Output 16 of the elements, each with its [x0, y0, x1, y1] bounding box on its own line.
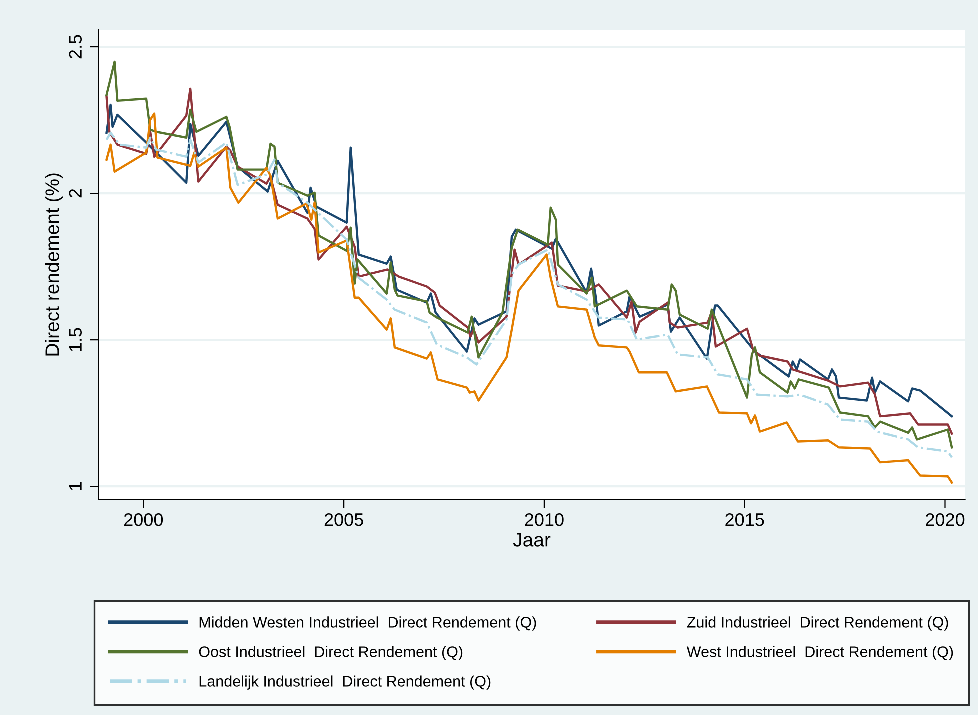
- x-tick-label: 2005: [324, 513, 364, 526]
- x-axis-title: Jaar: [513, 533, 551, 547]
- legend-label: Midden Westen Industrieel Direct Rendement (Q): [200, 616, 536, 631]
- x-tick-label: 2000: [124, 513, 164, 526]
- legend-label: Landelijk Industrieel Direct Rendement (Q): [200, 676, 491, 690]
- y-tick-label: 1.5: [69, 328, 82, 352]
- y-tick-label: 2: [69, 189, 82, 198]
- x-tick-label: 2010: [525, 513, 564, 526]
- x-tick-label: 2020: [926, 513, 965, 526]
- y-tick-label: 1: [69, 482, 82, 490]
- legend-label: West Industrieel Direct Rendement (Q): [686, 646, 954, 660]
- y-tick-label: 2.5: [69, 35, 82, 59]
- x-tick-label: 2015: [726, 513, 764, 526]
- y-axis-title: Direct rendement (%): [45, 174, 64, 356]
- legend-label: Oost Industrieel Direct Rendement (Q): [199, 646, 463, 660]
- legend-label: Zuid Industrieel Direct Rendement (Q): [687, 616, 948, 631]
